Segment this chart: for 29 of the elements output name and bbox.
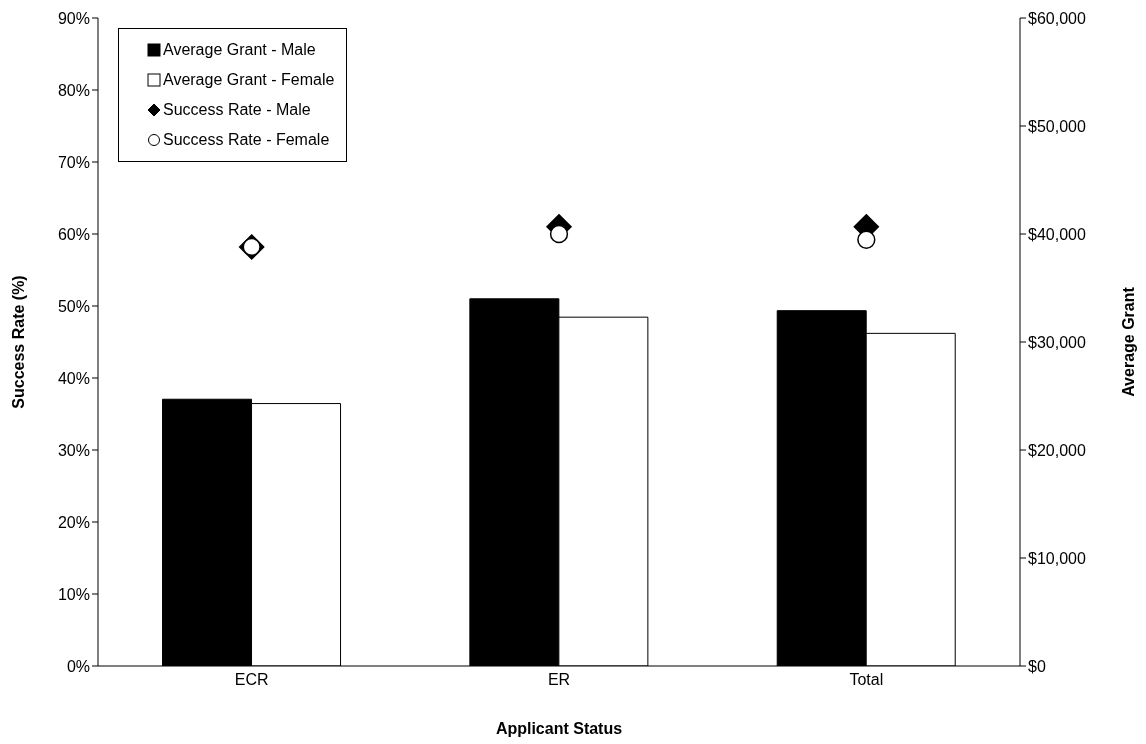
- x-tick-label: ER: [547, 671, 571, 689]
- x-tick-label: ECR: [234, 671, 269, 689]
- legend-label: Success Rate - Male: [163, 101, 311, 119]
- legend-label: Success Rate - Female: [163, 131, 330, 149]
- y2-tick-label: $50,000: [1028, 117, 1086, 135]
- y-tick-label: 40%: [57, 369, 90, 387]
- y2-tick-label: $10,000: [1028, 549, 1086, 567]
- y2-axis-title: Average Grant: [1119, 286, 1137, 397]
- y-tick-label: 90%: [57, 9, 90, 27]
- y-tick-label: 10%: [57, 585, 90, 603]
- y-tick-label: 60%: [57, 225, 90, 243]
- point: [549, 224, 569, 244]
- x-axis-title: Applicant Status: [495, 720, 623, 737]
- y2-tick-label: $30,000: [1028, 333, 1086, 351]
- legend-label: Average Grant - Female: [163, 71, 335, 89]
- y2-tick-label: $20,000: [1028, 441, 1086, 459]
- y-tick-label: 70%: [57, 153, 90, 171]
- y2-tick-label: $40,000: [1028, 225, 1086, 243]
- y-tick-label: 20%: [57, 513, 90, 531]
- y2-tick-label: $60,000: [1028, 9, 1086, 27]
- y-tick-label: 0%: [66, 657, 90, 675]
- x-tick-label: Total: [849, 671, 884, 689]
- y2-tick-label: $0: [1028, 657, 1046, 675]
- y-tick-label: 50%: [57, 297, 90, 315]
- legend-label: Average Grant - Male: [163, 41, 316, 59]
- point: [857, 230, 876, 249]
- y-tick-label: 30%: [57, 441, 90, 459]
- y-axis-title: Success Rate (%): [9, 275, 27, 409]
- y-tick-label: 80%: [57, 81, 90, 99]
